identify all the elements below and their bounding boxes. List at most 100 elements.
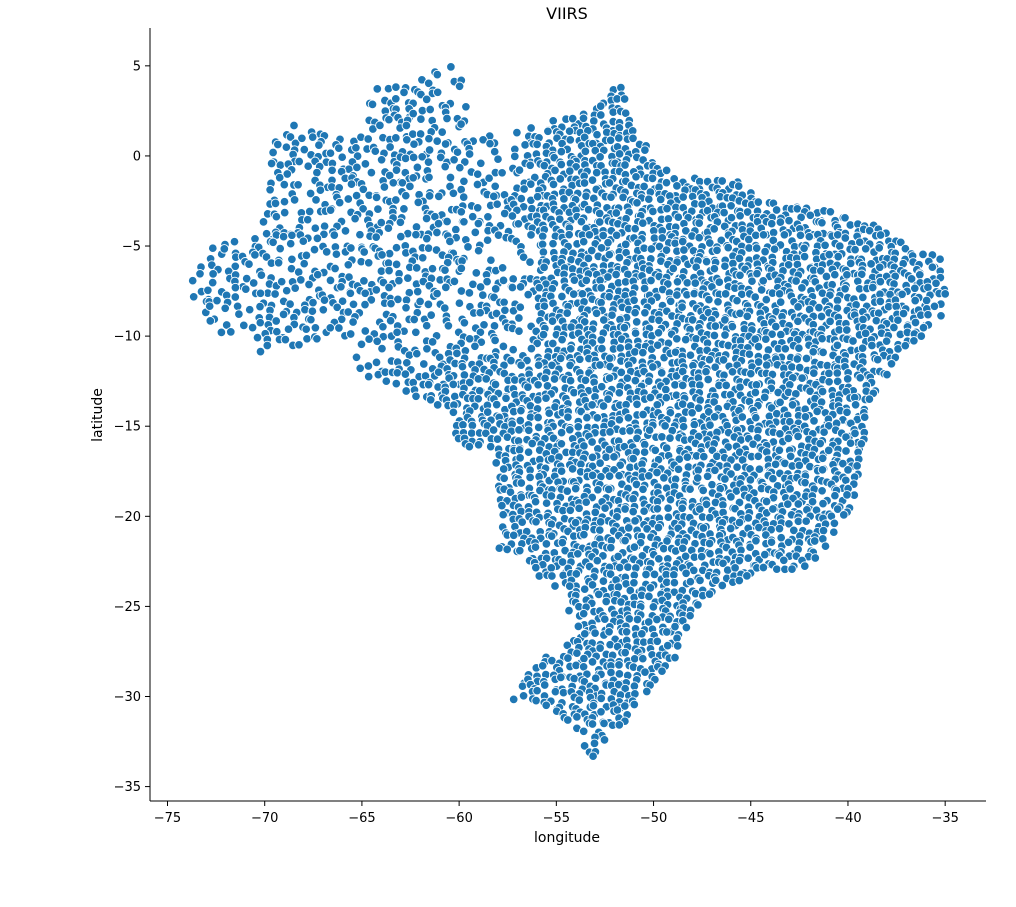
scatter-point bbox=[570, 517, 581, 528]
scatter-point bbox=[886, 359, 897, 369]
scatter-point bbox=[492, 199, 502, 209]
scatter-point bbox=[555, 214, 565, 224]
scatter-point bbox=[726, 201, 736, 211]
scatter-point bbox=[359, 247, 369, 257]
scatter-point bbox=[681, 226, 691, 236]
scatter-point bbox=[366, 295, 377, 305]
scatter-point bbox=[355, 229, 365, 240]
scatter-point bbox=[663, 614, 674, 625]
scatter-point bbox=[614, 720, 625, 730]
scatter-point bbox=[910, 283, 920, 294]
scatter-point bbox=[516, 193, 527, 204]
scatter-point bbox=[449, 155, 459, 165]
scatter-point bbox=[614, 660, 624, 670]
scatter-point bbox=[305, 188, 316, 199]
scatter-point bbox=[544, 408, 554, 418]
scatter-point bbox=[746, 368, 756, 379]
scatter-point bbox=[527, 438, 537, 449]
scatter-point bbox=[538, 247, 549, 257]
scatter-point bbox=[532, 191, 543, 202]
scatter-point bbox=[479, 320, 489, 330]
y-tick-label: −25 bbox=[114, 600, 141, 615]
scatter-point bbox=[783, 499, 793, 509]
scatter-point bbox=[780, 344, 791, 354]
scatter-point bbox=[586, 245, 597, 256]
scatter-point bbox=[910, 317, 921, 328]
scatter-point bbox=[936, 311, 946, 321]
scatter-point bbox=[630, 307, 640, 318]
scatter-point bbox=[760, 549, 770, 560]
scatter-point bbox=[546, 491, 557, 501]
scatter-point bbox=[548, 179, 559, 190]
scatter-point bbox=[726, 492, 736, 502]
scatter-point bbox=[558, 687, 569, 698]
scatter-point bbox=[230, 282, 241, 293]
scatter-point bbox=[601, 596, 611, 607]
scatter-point bbox=[600, 614, 610, 624]
scatter-point bbox=[549, 374, 560, 384]
scatter-point bbox=[638, 347, 648, 358]
scatter-point bbox=[476, 158, 486, 169]
scatter-point bbox=[652, 614, 662, 625]
scatter-point bbox=[607, 310, 617, 320]
scatter-point bbox=[262, 340, 273, 351]
scatter-point bbox=[695, 504, 705, 514]
scatter-point bbox=[279, 207, 290, 218]
scatter-point bbox=[421, 320, 432, 331]
scatter-point bbox=[775, 297, 786, 307]
scatter-point bbox=[620, 504, 630, 514]
scatter-point bbox=[526, 230, 536, 240]
scatter-point bbox=[750, 387, 761, 398]
scatter-point bbox=[812, 406, 822, 417]
scatter-point bbox=[680, 334, 691, 345]
scatter-point bbox=[497, 263, 508, 273]
scatter-point bbox=[471, 268, 482, 278]
scatter-point bbox=[774, 289, 785, 299]
scatter-point bbox=[614, 415, 625, 425]
scatter-point bbox=[598, 576, 609, 586]
scatter-point bbox=[927, 262, 938, 272]
scatter-point bbox=[680, 551, 691, 562]
scatter-point bbox=[595, 517, 606, 527]
scatter-point bbox=[409, 139, 419, 149]
scatter-point bbox=[459, 217, 469, 227]
scatter-point bbox=[526, 123, 536, 133]
scatter-point bbox=[845, 438, 856, 448]
scatter-point bbox=[337, 152, 347, 162]
scatter-point bbox=[515, 282, 526, 292]
scatter-point bbox=[710, 575, 721, 586]
scatter-point bbox=[411, 263, 422, 273]
scatter-point bbox=[258, 217, 269, 227]
scatter-point bbox=[677, 399, 688, 409]
scatter-point bbox=[775, 429, 785, 439]
scatter-point bbox=[663, 503, 673, 513]
scatter-point bbox=[579, 584, 590, 594]
scatter-point bbox=[499, 473, 509, 484]
scatter-point bbox=[523, 447, 534, 457]
scatter-point bbox=[752, 433, 763, 443]
scatter-point bbox=[596, 381, 607, 392]
scatter-point bbox=[672, 334, 682, 344]
scatter-point bbox=[363, 371, 374, 382]
x-tick-label: −35 bbox=[931, 811, 958, 826]
scatter-point bbox=[850, 244, 860, 255]
scatter-point bbox=[234, 309, 244, 319]
scatter-point bbox=[726, 469, 736, 479]
scatter-point bbox=[621, 627, 632, 637]
scatter-point bbox=[704, 589, 715, 599]
scatter-point bbox=[490, 379, 501, 390]
scatter-point bbox=[207, 277, 218, 288]
scatter-point bbox=[931, 278, 941, 289]
scatter-point bbox=[766, 537, 777, 547]
scatter-point bbox=[646, 275, 656, 286]
scatter-point bbox=[596, 110, 606, 120]
scatter-point bbox=[596, 243, 607, 253]
scatter-point bbox=[432, 87, 443, 98]
scatter-point bbox=[758, 562, 769, 573]
scatter-point bbox=[459, 176, 469, 187]
scatter-point bbox=[241, 284, 251, 294]
scatter-point bbox=[594, 217, 605, 227]
scatter-point bbox=[648, 602, 659, 612]
scatter-point bbox=[556, 427, 567, 438]
scatter-point bbox=[799, 243, 809, 254]
